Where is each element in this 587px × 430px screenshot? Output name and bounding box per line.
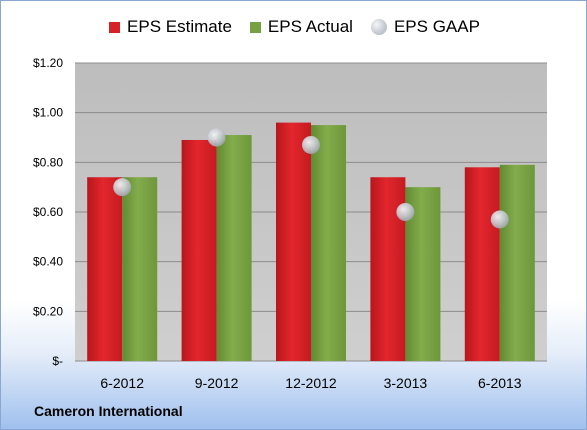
y-tick-label: $1.00	[33, 106, 63, 120]
marker-eps-gaap	[302, 135, 320, 154]
marker-layer	[113, 128, 509, 229]
x-tick-label: 3-2013	[384, 375, 428, 391]
marker-eps-gaap	[396, 203, 415, 221]
legend-item-eps-gaap: EPS GAAP	[370, 17, 480, 37]
x-tick-label: 9-2012	[195, 375, 239, 391]
marker-eps-gaap	[113, 178, 132, 197]
x-tick-label: 6-2013	[478, 375, 522, 391]
bar-eps-actual	[499, 164, 535, 361]
legend-label-eps-estimate: EPS Estimate	[127, 17, 232, 36]
legend-item-eps-estimate: EPS Estimate	[109, 17, 232, 37]
y-tick-labels: $- $0.20 $0.40 $0.60 $0.80 $1.00 $1.20	[33, 56, 63, 368]
y-tick-label: $0.80	[33, 155, 63, 169]
legend-marker-eps-gaap	[370, 19, 387, 35]
legend-swatch-eps-actual	[249, 21, 261, 33]
legend-label-eps-gaap: EPS GAAP	[393, 17, 480, 36]
bar-eps-estimate	[181, 139, 217, 361]
y-tick-label: $1.20	[33, 56, 63, 70]
bar-eps-actual	[216, 135, 252, 361]
y-tick-label: $0.20	[33, 304, 63, 318]
marker-eps-gaap	[207, 128, 226, 147]
bar-eps-estimate	[87, 177, 123, 361]
legend-item-eps-actual: EPS Actual	[249, 17, 353, 37]
bar-eps-estimate	[464, 167, 500, 361]
x-tick-labels: 6-2012 9-2012 12-2012 3-2013 6-2013	[100, 375, 521, 391]
y-tick-label: $-	[52, 354, 63, 368]
legend-swatch-eps-estimate	[109, 21, 121, 33]
bar-layer	[87, 122, 535, 361]
company-name: Cameron International	[34, 403, 183, 419]
x-tick-label: 12-2012	[285, 375, 337, 391]
bar-eps-actual	[122, 177, 158, 361]
legend-label-eps-actual: EPS Actual	[267, 17, 353, 36]
y-tick-label: $0.40	[33, 255, 63, 269]
legend: EPS Estimate EPS Actual EPS GAAP	[1, 17, 586, 37]
x-tick-label: 6-2012	[100, 375, 144, 391]
y-tick-label: $0.60	[33, 205, 63, 219]
bar-eps-estimate	[276, 122, 311, 361]
bar-eps-actual	[311, 125, 346, 361]
marker-eps-gaap	[490, 210, 509, 229]
